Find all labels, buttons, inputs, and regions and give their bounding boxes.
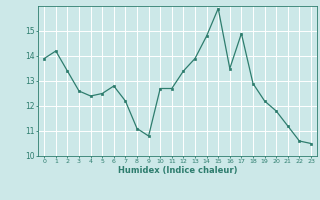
X-axis label: Humidex (Indice chaleur): Humidex (Indice chaleur) xyxy=(118,166,237,175)
